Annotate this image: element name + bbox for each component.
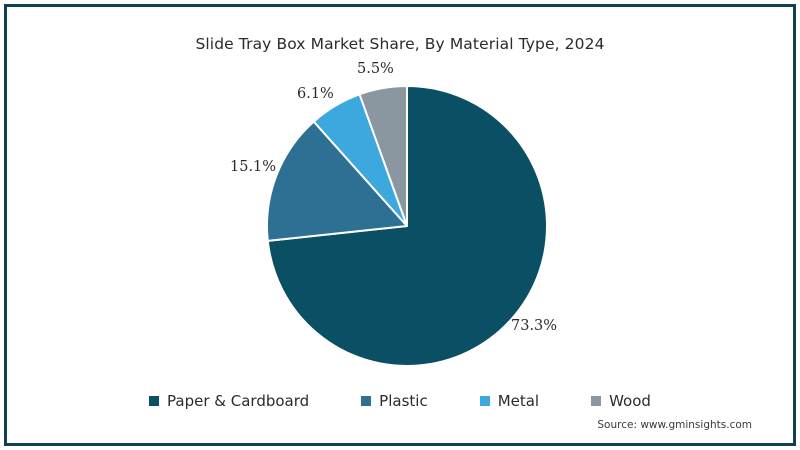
pie-slice[interactable] (358, 85, 408, 227)
slice-label-plastic: 15.1% (230, 159, 277, 175)
legend-item-label: Metal (497, 392, 540, 410)
slice-label-metal: 6.1% (297, 86, 334, 102)
legend-swatch-icon (591, 396, 602, 406)
slice-label-paper: 73.3% (511, 318, 558, 334)
legend-item-label: Wood (609, 392, 651, 410)
legend-item-label: Paper & Cardboard (167, 392, 310, 410)
page-title: Slide Tray Box Market Share, By Material… (195, 35, 605, 53)
source-attribution: Source: www.gminsights.com (597, 419, 752, 431)
legend-item-wood[interactable]: Wood (591, 392, 651, 410)
legend-swatch-icon (149, 396, 160, 406)
legend-item-label: Plastic (379, 392, 428, 410)
legend-item-metal[interactable]: Metal (479, 392, 540, 410)
legend-swatch-icon (479, 396, 490, 406)
legend-swatch-icon (361, 396, 372, 406)
slice-label-wood: 5.5% (357, 61, 394, 77)
pie-slice-group (266, 85, 548, 367)
pie-slice[interactable] (266, 120, 408, 242)
chart-legend: Paper & Cardboard Plastic Metal Wood (0, 392, 800, 410)
legend-item-paper-cardboard[interactable]: Paper & Cardboard (149, 392, 309, 410)
legend-item-plastic[interactable]: Plastic (361, 392, 428, 410)
